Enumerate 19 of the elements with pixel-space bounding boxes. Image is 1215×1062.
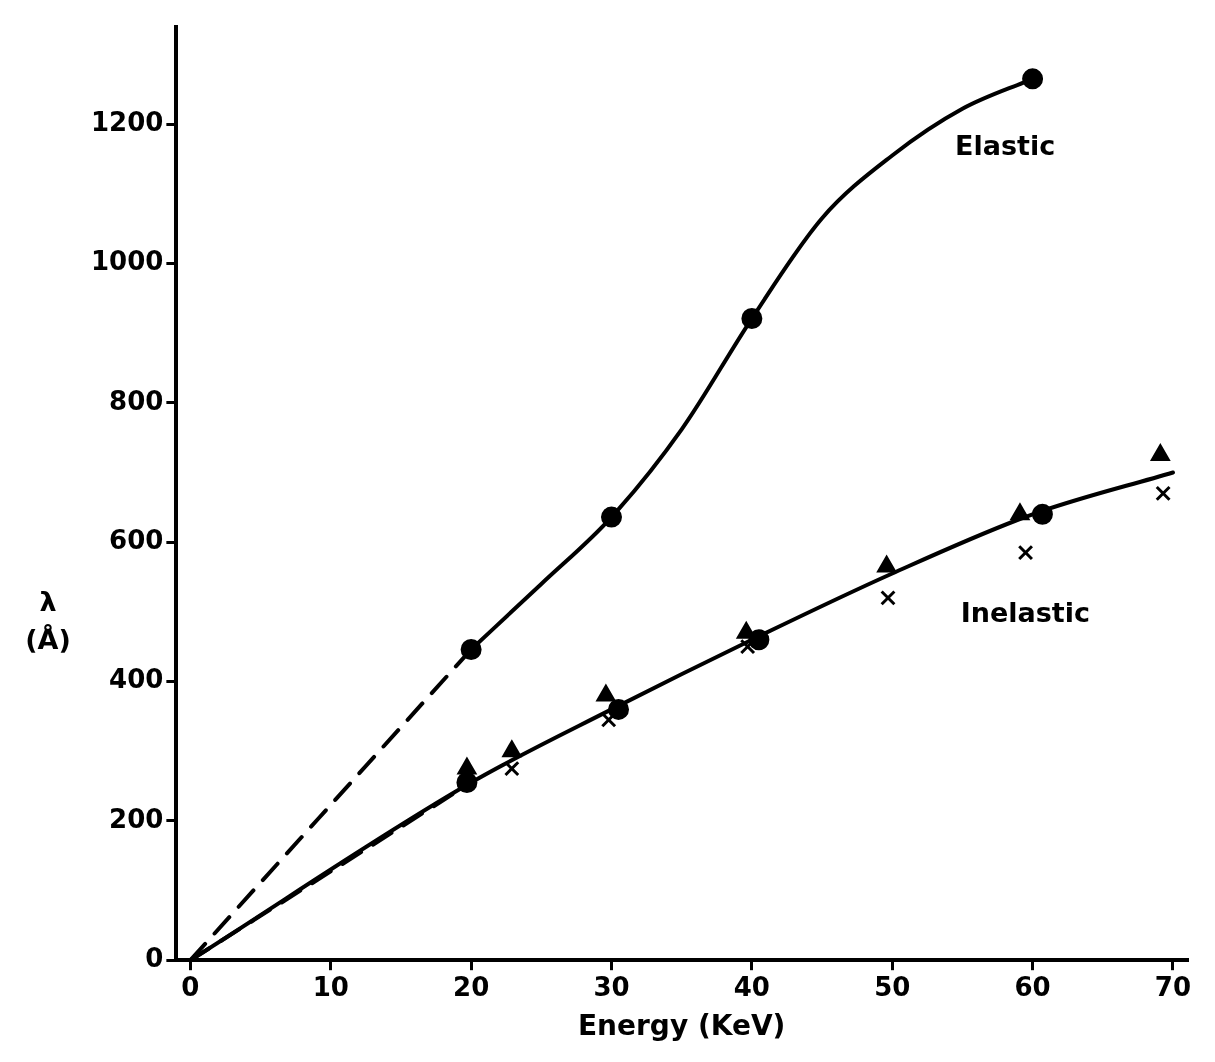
x-tick-label: 20 — [453, 971, 490, 1002]
y-tick-label: 400 — [109, 664, 164, 695]
annotation: Elastic — [955, 129, 1056, 161]
x-tick-label: 50 — [874, 971, 911, 1002]
x-tick-label: 30 — [593, 971, 630, 1002]
y-axis-title: λ (Å) — [25, 586, 71, 656]
x-tick-label: 40 — [733, 971, 770, 1002]
y-tick-label: 1200 — [90, 106, 164, 137]
y-tick-label: 1000 — [90, 246, 164, 277]
annotation: Inelastic — [960, 596, 1090, 628]
y-tick-label: 200 — [109, 803, 164, 834]
x-tick-label: 70 — [1154, 971, 1192, 1002]
y-tick-label: 0 — [145, 942, 164, 973]
x-tick-label: 0 — [181, 971, 200, 1002]
y-tick-label: 800 — [109, 385, 164, 416]
x-tick-label: 10 — [312, 971, 349, 1002]
x-axis-title: Energy (KeV) — [577, 1009, 786, 1043]
y-tick-label: 600 — [109, 524, 164, 555]
x-tick-label: 60 — [1014, 971, 1051, 1002]
